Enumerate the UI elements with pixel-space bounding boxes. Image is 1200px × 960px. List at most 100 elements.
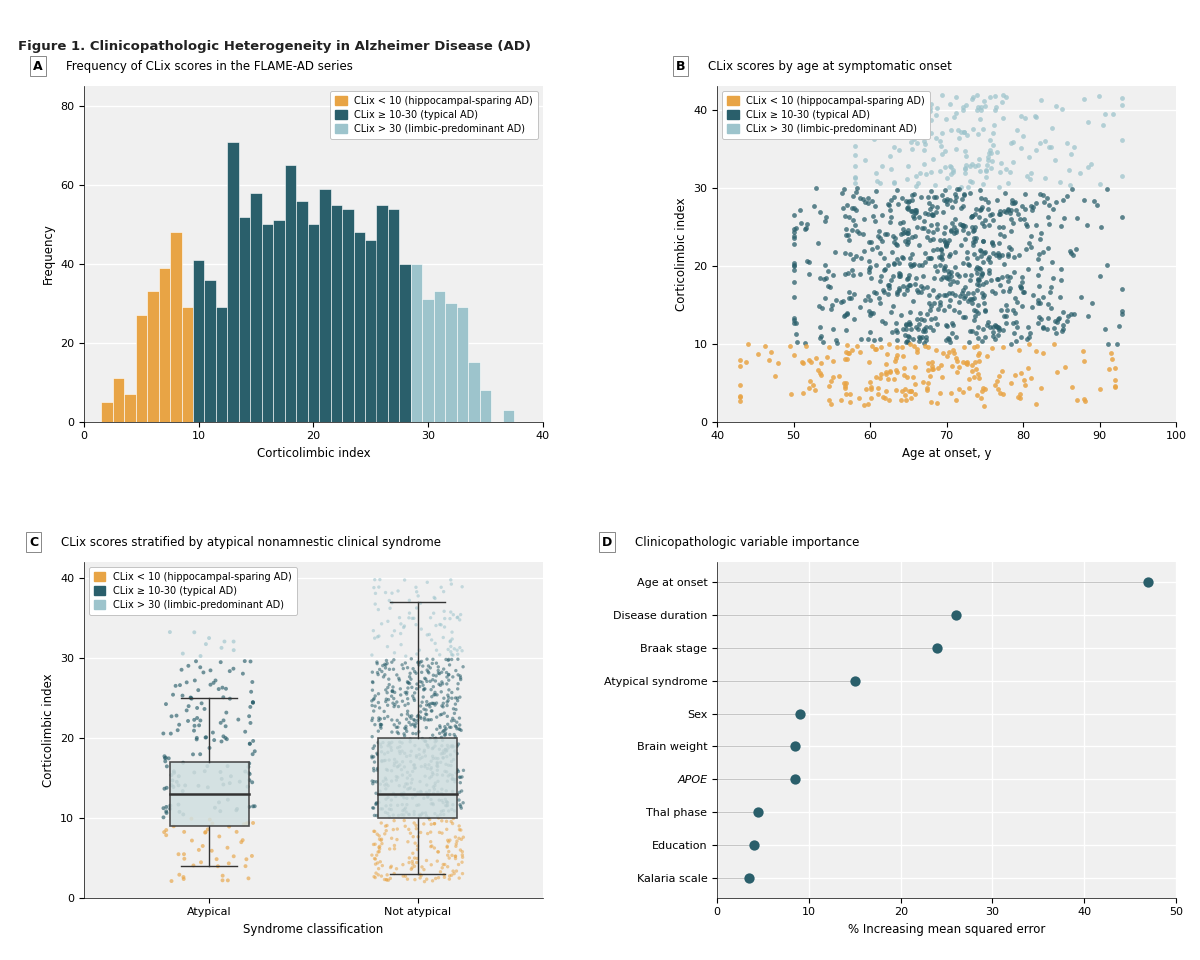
Point [398,691,418,707]
Point [1112,281,1132,297]
Point [377,653,396,668]
Point [989,248,1008,263]
Point [422,656,442,671]
Bar [365,240,377,421]
Point [935,263,954,278]
Point [941,276,960,292]
Point [365,851,384,866]
Point [916,254,935,270]
Point [980,90,1000,106]
Point [935,225,954,240]
Point [440,832,460,848]
Point [362,749,382,764]
Point [980,250,1000,265]
Point [362,674,382,689]
Point [180,601,199,616]
Point [902,187,922,203]
Point [930,298,949,313]
Point [931,163,950,179]
Point [818,263,838,278]
Point [196,825,215,840]
Point [420,786,439,802]
Point [366,596,385,612]
Point [398,872,418,887]
Point [968,298,988,313]
Point [162,778,181,793]
Point [365,572,384,588]
Point [881,149,900,164]
Point [935,261,954,276]
Point [370,831,389,847]
Point [230,774,250,789]
Y-axis label: Corticolimbic index: Corticolimbic index [42,673,54,787]
Point [929,250,948,265]
Point [377,791,396,806]
Point [392,735,412,751]
Point [442,738,461,754]
Point [796,222,815,237]
Point [838,351,857,367]
Point [950,359,970,374]
Point [966,202,985,217]
Point [424,740,443,756]
Point [888,196,907,211]
Point [887,364,906,379]
Point [1001,375,1020,391]
Point [161,726,180,741]
Point [845,128,864,143]
Point [398,675,418,690]
Point [1060,163,1079,179]
Point [451,723,470,738]
Point [784,230,803,246]
Point [896,334,916,349]
Point [781,386,800,401]
Point [433,724,452,739]
Point [365,774,384,789]
Point [888,332,907,348]
Point [1139,574,1158,589]
Point [977,157,996,173]
Point [940,158,959,174]
Point [397,749,416,764]
Point [784,275,803,290]
Point [973,267,992,282]
Point [407,821,426,836]
Point [376,667,395,683]
Point [890,282,910,298]
Point [823,353,842,369]
Bar [480,390,491,421]
Point [990,164,1009,180]
Point [1006,290,1025,305]
Point [820,339,839,354]
Point [170,595,190,611]
Point [860,390,880,405]
Point [904,293,923,308]
Point [793,355,812,371]
Point [862,305,881,321]
Point [968,305,988,321]
Point [446,719,466,734]
Point [901,256,920,272]
Point [982,272,1001,287]
Point [155,781,174,797]
Point [887,382,906,397]
Point [424,606,443,621]
Point [937,170,956,185]
Point [418,712,437,728]
Point [806,180,826,196]
Point [838,306,857,322]
Point [896,333,916,348]
Point [787,315,806,330]
Point [983,212,1002,228]
Point [739,870,758,885]
Point [426,668,445,684]
Point [413,731,432,746]
Point [1007,294,1026,309]
Point [1003,302,1022,318]
Point [368,602,388,617]
Point [187,731,206,746]
Bar [410,264,422,421]
Point [1009,342,1028,357]
Point [407,646,426,661]
Point [169,847,188,862]
